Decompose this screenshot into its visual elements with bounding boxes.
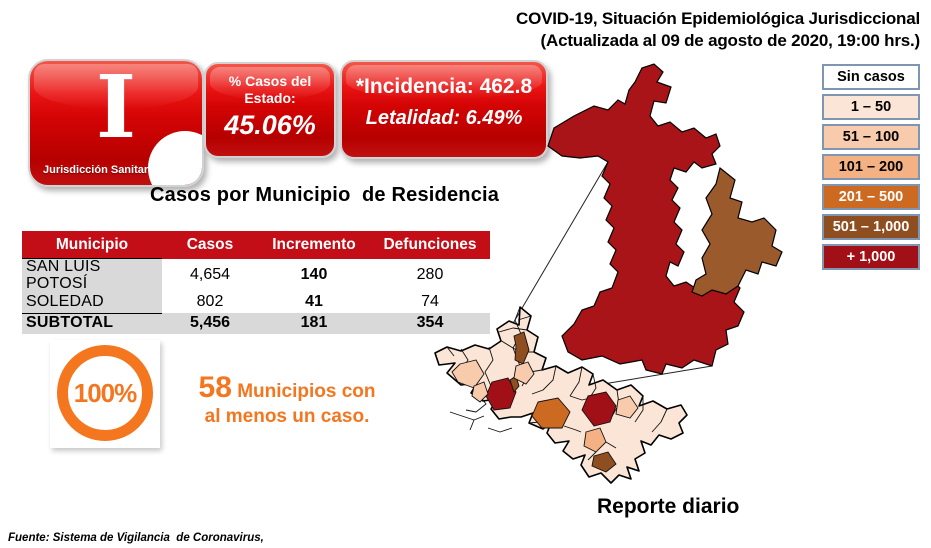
page-title-line2: (Actualizada al 09 de agosto de 2020, 19… xyxy=(540,31,921,51)
column-header: Incremento xyxy=(258,231,370,259)
coverage-percent: 100% xyxy=(73,377,137,408)
table-row: SOLEDAD 802 41 74 xyxy=(22,292,490,314)
legend-item: + 1,000 xyxy=(822,244,920,270)
table-row: SAN LUIS POTOSÍ 4,654 140 280 xyxy=(22,257,490,293)
muni-near-capital-peach xyxy=(471,381,489,403)
state-cases-label: % Casos del Estado: xyxy=(228,73,312,106)
incidence-card: *Incidencia: 462.8 Letalidad: 6.49% xyxy=(340,60,548,159)
legend-item: 101 – 200 xyxy=(822,154,920,180)
incidence-line: *Incidencia: 462.8 xyxy=(355,75,533,98)
state-outline xyxy=(434,306,688,484)
cases-table-header: Municipio Casos Incremento Defunciones xyxy=(22,231,490,259)
table-cell-casos: 802 xyxy=(196,293,224,311)
coverage-ring: 100% xyxy=(57,345,153,441)
lethality-value: 6.49% xyxy=(465,107,523,129)
table-cell-municipio: SUBTOTAL xyxy=(22,313,162,334)
state-cases-value: 45.06% xyxy=(224,109,316,140)
table-cell-defunciones: 354 xyxy=(370,313,490,334)
legend-item: 201 – 500 xyxy=(822,184,920,210)
map-legend: Sin casos 1 – 50 51 – 100 101 – 200 201 – 50… xyxy=(822,64,920,274)
table-cell-incremento: 181 xyxy=(258,313,370,334)
municipality-overlays xyxy=(451,331,639,473)
table-cell-defunciones: 280 xyxy=(416,266,444,284)
table-cell-incremento: 140 xyxy=(300,266,328,284)
incidence-value: 462.8 xyxy=(479,75,533,98)
muni-tail-orange xyxy=(583,427,607,453)
section-heading: Casos por Municipio de Residencia xyxy=(150,184,500,206)
muni-east-peach xyxy=(615,395,639,419)
table-cell-municipio: SAN LUIS POTOSÍ xyxy=(22,257,162,293)
muni-below-strip xyxy=(513,361,535,385)
jurisdiction-badge: I Jurisdicción Sanitaria xyxy=(28,59,204,187)
jurisdiction-number: I xyxy=(95,59,137,158)
table-cell-casos: 5,456 xyxy=(162,313,258,334)
legend-item: Sin casos xyxy=(822,64,920,90)
table-cell-incremento: 41 xyxy=(305,293,323,311)
legend-item: 501 – 1,000 xyxy=(822,214,920,240)
legend-item: 51 – 100 xyxy=(822,124,920,150)
map-region-primary xyxy=(547,63,745,375)
map-callout-line xyxy=(507,154,613,333)
muni-center-orange xyxy=(531,397,571,429)
table-row: SUBTOTAL 5,456 181 354 xyxy=(22,313,490,334)
jurisdiction-label: Jurisdicción Sanitaria xyxy=(43,164,158,176)
report-type-label: Reporte diario xyxy=(597,495,740,518)
column-header: Casos xyxy=(162,231,258,259)
coverage-count: 58 xyxy=(198,371,232,404)
table-cell-defunciones: 74 xyxy=(421,293,439,311)
column-header: Municipio xyxy=(22,231,162,259)
page-title-line1: COVID-19, Situación Epidemiológica Juris… xyxy=(516,9,920,28)
legend-item: 1 – 50 xyxy=(822,94,920,120)
coverage-text: 58 Municipios con al menos un caso. xyxy=(198,371,376,427)
choropleth-map xyxy=(434,63,783,484)
state-cases-card: % Casos del Estado: 45.06% xyxy=(204,62,336,158)
muni-tail-brown xyxy=(591,451,617,473)
table-cell-casos: 4,654 xyxy=(189,266,231,284)
map-region-secondary xyxy=(691,166,783,297)
cases-table: Municipio Casos Incremento Defunciones SAN … xyxy=(22,231,490,334)
muni-east-red xyxy=(581,391,617,427)
coverage-card: 100% xyxy=(50,340,160,448)
column-header: Defunciones xyxy=(370,231,490,259)
page-title: COVID-19, Situación Epidemiológica Juris… xyxy=(460,8,920,53)
source-note: Fuente: Sistema de Vigilancia de Coronav… xyxy=(8,532,264,545)
lethality-line: Letalidad: 6.49% xyxy=(365,107,523,129)
table-cell-municipio: SOLEDAD xyxy=(22,292,162,314)
